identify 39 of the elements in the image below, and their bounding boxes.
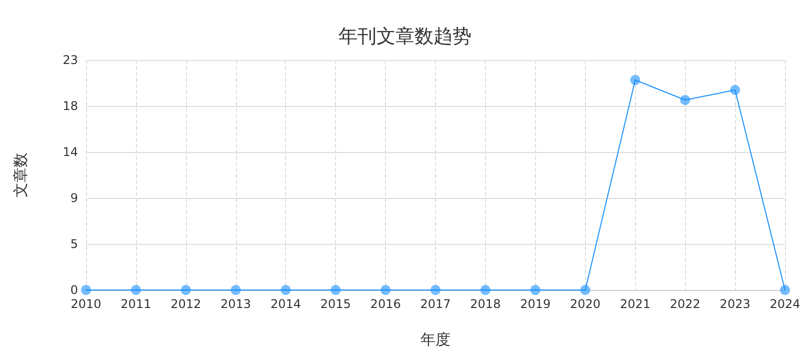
x-tick-label: 2022 <box>670 297 700 311</box>
point <box>380 285 391 295</box>
y-tick-label: 23 <box>62 53 78 67</box>
point <box>280 285 291 295</box>
y-tick-label: 5 <box>70 237 78 251</box>
point <box>580 285 590 295</box>
x-tick-label: 2012 <box>170 297 202 311</box>
x-tick-label: 2019 <box>520 297 551 311</box>
point <box>630 75 640 85</box>
point <box>430 285 440 295</box>
x-tick-label: 2018 <box>470 297 501 311</box>
point <box>330 285 341 295</box>
point <box>230 285 241 295</box>
x-tick-label: 2021 <box>620 297 650 311</box>
y-tick-label: 0 <box>70 283 78 297</box>
x-tick-label: 2014 <box>270 297 301 311</box>
point <box>730 85 740 95</box>
y-tick-label: 18 <box>62 99 78 113</box>
point <box>130 285 141 295</box>
point <box>780 285 790 295</box>
x-tick-label: 2024 <box>770 297 800 311</box>
x-tick-label: 2020 <box>570 297 601 311</box>
y-axis-title: 文章数 <box>12 152 30 198</box>
y-tick-label: 14 <box>62 145 78 159</box>
x-tick-label: 2011 <box>120 297 152 311</box>
point <box>680 95 690 105</box>
x-tick-label: 2015 <box>320 297 351 311</box>
x-axis-title: 年度 <box>420 330 450 348</box>
y-tick-label: 9 <box>70 191 78 205</box>
point <box>480 285 490 295</box>
chart-title: 年刊文章数趋势 <box>338 26 472 48</box>
x-tick-label: 2010 <box>70 297 102 311</box>
point <box>81 285 91 295</box>
point <box>530 285 540 295</box>
x-tick-label: 2023 <box>720 297 750 311</box>
x-tick-label: 2017 <box>420 297 451 311</box>
x-tick-label: 2016 <box>370 297 401 311</box>
point <box>180 285 191 295</box>
x-tick-label: 2013 <box>220 297 252 311</box>
